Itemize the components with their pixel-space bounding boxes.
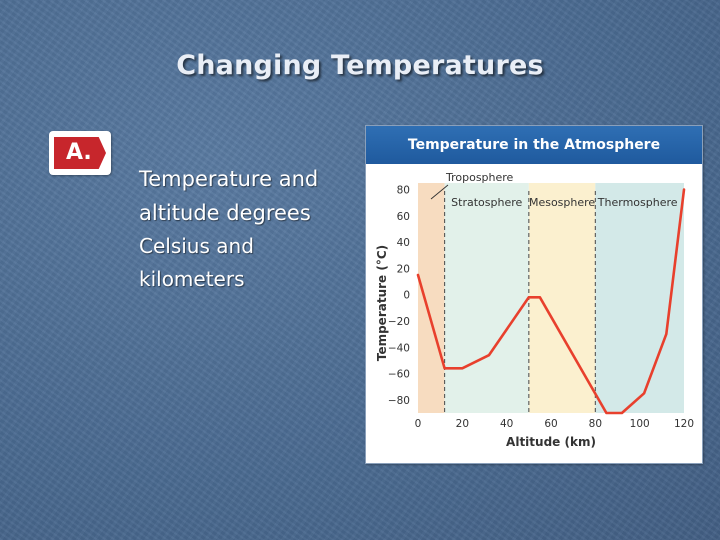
y-tick-label: 80 xyxy=(397,185,410,197)
y-tick-label: 0 xyxy=(403,290,410,302)
body-text: Temperature and altitude degrees Celsius… xyxy=(139,162,354,296)
x-tick-label: 60 xyxy=(544,418,557,430)
region-label-troposphere: Troposphere xyxy=(445,171,514,184)
chart-title: Temperature in the Atmosphere xyxy=(366,126,702,164)
region-label-stratosphere: Stratosphere xyxy=(451,196,522,209)
region-thermosphere xyxy=(595,183,684,413)
region-stratosphere xyxy=(444,183,529,413)
body-line: altitude degrees xyxy=(139,201,311,225)
x-tick-label: 40 xyxy=(500,418,513,430)
region-label-mesosphere: Mesosphere xyxy=(529,196,595,209)
x-tick-label: 80 xyxy=(589,418,602,430)
section-marker: A. xyxy=(49,131,111,175)
y-tick-label: −20 xyxy=(388,316,410,328)
body-line: Celsius and xyxy=(139,234,254,258)
chart-figure: Temperature in the Atmosphere Tropospher… xyxy=(365,125,703,464)
y-tick-label: −80 xyxy=(388,395,410,407)
x-tick-label: 0 xyxy=(415,418,422,430)
y-tick-label: −40 xyxy=(388,342,410,354)
section-marker-label: A. xyxy=(54,137,106,169)
body-line: kilometers xyxy=(139,267,245,291)
x-tick-label: 100 xyxy=(630,418,650,430)
y-tick-label: −60 xyxy=(388,369,410,381)
body-line: Temperature and xyxy=(139,167,319,191)
y-tick-label: 20 xyxy=(397,263,410,275)
y-axis-title: Temperature (°C) xyxy=(375,245,389,361)
x-axis-title: Altitude (km) xyxy=(506,435,596,449)
troposphere-pointer xyxy=(430,184,449,200)
x-tick-label: 20 xyxy=(456,418,469,430)
x-tick-label: 120 xyxy=(674,418,694,430)
slide-title: Changing Temperatures xyxy=(176,50,544,81)
region-label-thermosphere: Thermosphere xyxy=(597,196,678,209)
y-tick-label: 60 xyxy=(397,211,410,223)
y-tick-label: 40 xyxy=(397,237,410,249)
temperature-line xyxy=(416,188,686,415)
region-troposphere xyxy=(418,183,445,413)
chart-svg: Troposphere Stratosphere Mesosphere Thermos… xyxy=(375,171,694,449)
